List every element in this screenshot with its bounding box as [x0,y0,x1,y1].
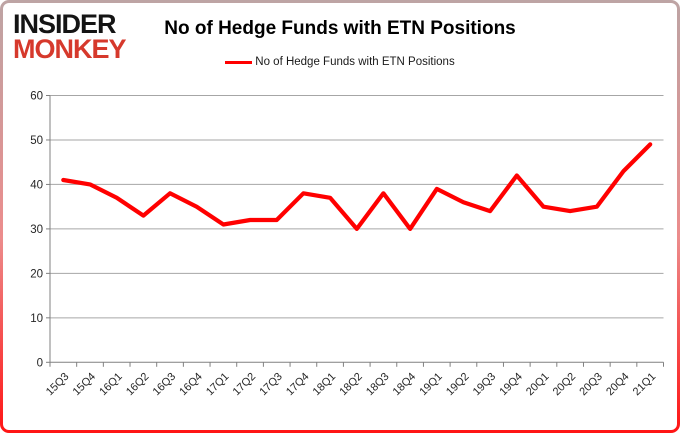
y-axis-label: 10 [30,313,43,325]
x-axis-label: 20Q3 [577,371,605,399]
x-axis-label: 18Q4 [391,371,419,399]
x-axis-label: 18Q1 [311,371,339,399]
x-axis-label: 18Q2 [337,371,365,399]
plot-area: 0 10 20 30 40 50 60 15Q3 15Q4 16Q1 16Q2 16Q3 16Q4 17Q… [3,3,677,430]
chart-title: No of Hedge Funds with ETN Positions [164,18,516,39]
x-axis-label: 21Q1 [631,371,659,399]
x-axis-label: 20Q4 [604,371,632,399]
legend-line-sample [225,60,253,64]
chart-canvas: INSIDER MONKEY No of Hedge Funds with ET… [3,3,677,430]
x-axis-label: 20Q1 [524,371,552,399]
y-axis-label: 0 [37,357,43,369]
x-axis-label: 15Q3 [44,371,72,399]
insider-monkey-logo: INSIDER MONKEY [13,9,127,64]
x-axis-label: 19Q3 [471,371,499,399]
y-axis-label: 50 [30,135,43,147]
x-axis-label: 20Q2 [551,371,579,399]
x-axis-label: 16Q1 [97,371,125,399]
y-axis-label: 20 [30,268,43,280]
x-axis-label: 17Q3 [257,371,285,399]
x-axis-label: 19Q1 [417,371,445,399]
series-line-no-of-hedge-funds-with-etn-positions [61,142,653,231]
legend: No of Hedge Funds with ETN Positions [3,56,677,68]
x-axis-label: 19Q2 [444,371,472,399]
x-axis-label: 15Q4 [71,371,99,399]
x-axis-label: 16Q2 [124,371,152,399]
y-axis-label: 30 [30,224,43,236]
legend-label: No of Hedge Funds with ETN Positions [255,56,455,68]
x-axis-label: 16Q3 [151,371,179,399]
x-axis-label: 17Q1 [204,371,232,399]
x-axis-label: 18Q3 [364,371,392,399]
logo-line-insider: INSIDER [13,9,117,39]
x-axis-label: 16Q4 [177,371,205,399]
x-axis-label: 19Q4 [497,371,525,399]
logo-line-monkey: MONKEY [13,34,127,64]
x-axis-label: 17Q4 [284,371,312,399]
y-axis-label: 40 [30,179,43,191]
x-axis-label: 17Q2 [231,371,259,399]
y-axis-label: 60 [30,91,43,103]
